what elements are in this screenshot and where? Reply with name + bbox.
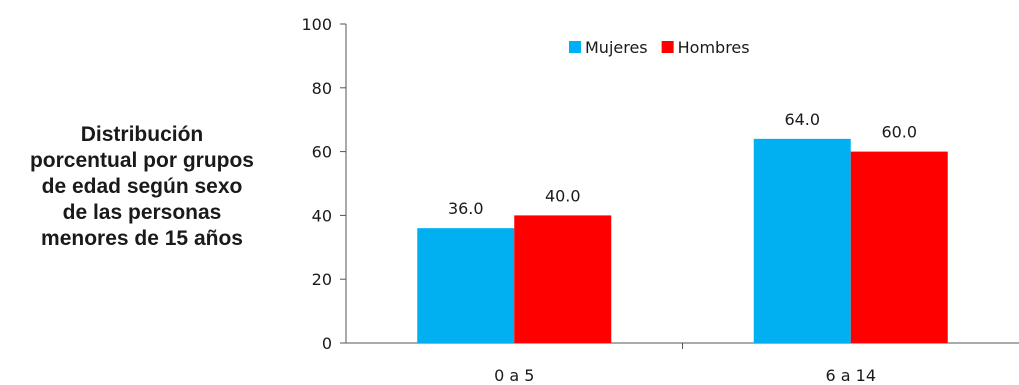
y-tick-label: 100 — [301, 15, 332, 34]
chart-labels: 36.0 40.0 0 a 5 64.0 60.0 6 a 14 — [448, 110, 917, 385]
data-label: 36.0 — [448, 199, 484, 218]
bar-mujeres-2 — [753, 138, 851, 343]
y-tick-label: 80 — [312, 79, 332, 98]
bar-hombres-2 — [850, 151, 948, 343]
y-tick-label: 40 — [312, 206, 332, 225]
x-category-label: 6 a 14 — [825, 366, 876, 385]
x-category-label: 0 a 5 — [494, 366, 534, 385]
y-tick-label: 20 — [312, 270, 332, 289]
legend-swatch-mujeres — [569, 41, 581, 53]
bar-hombres-1 — [514, 215, 612, 343]
y-tick-label: 60 — [312, 143, 332, 162]
data-label: 40.0 — [545, 186, 581, 205]
legend-label-mujeres: Mujeres — [585, 38, 648, 57]
chart-bars — [417, 138, 948, 343]
y-tick-label: 0 — [322, 334, 332, 353]
legend-label-hombres: Hombres — [678, 38, 750, 57]
data-label: 64.0 — [784, 110, 820, 129]
bar-mujeres-1 — [417, 228, 515, 343]
chart-side-title: Distribución porcentual por grupos de ed… — [29, 123, 254, 250]
chart-legend: Mujeres Hombres — [569, 38, 750, 57]
data-label: 60.0 — [881, 123, 917, 142]
legend-swatch-hombres — [661, 41, 674, 53]
